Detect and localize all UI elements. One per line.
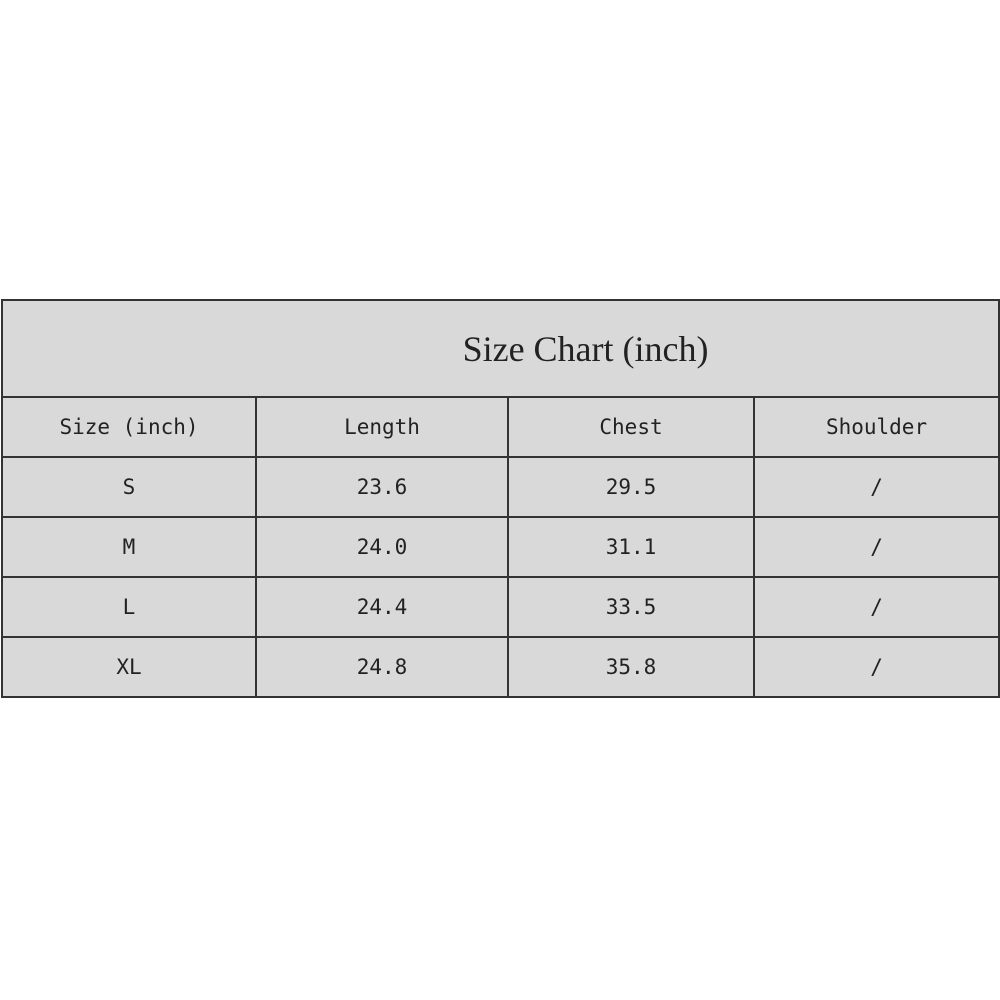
cell-chest: 29.5 [507, 456, 755, 518]
header-chest: Chest [507, 396, 755, 458]
cell-length: 24.0 [255, 516, 509, 578]
cell-shoulder: / [752, 636, 1000, 698]
cell-chest: 31.1 [507, 516, 755, 578]
cell-length: 24.8 [255, 636, 509, 698]
cell-size: XL [1, 636, 257, 698]
table-title: Size Chart (inch) [0, 299, 1000, 398]
cell-shoulder: / [752, 576, 1000, 638]
header-shoulder: Shoulder [752, 396, 1000, 458]
table-row: XL 24.8 35.8 / [1, 636, 1000, 698]
cell-length: 24.4 [255, 576, 509, 638]
table-row: L 24.4 33.5 / [1, 576, 1000, 638]
cell-shoulder: / [752, 516, 1000, 578]
cell-length: 23.6 [255, 456, 509, 518]
cell-chest: 35.8 [507, 636, 755, 698]
cell-shoulder: / [752, 456, 1000, 518]
table-row: M 24.0 31.1 / [1, 516, 1000, 578]
header-row: Size (inch) Length Chest Shoulder [1, 396, 1000, 458]
size-chart-table: Size Chart (inch) Size (inch) Length Che… [0, 299, 1000, 698]
cell-size: M [1, 516, 257, 578]
table-row: S 23.6 29.5 / [1, 456, 1000, 518]
header-length: Length [255, 396, 509, 458]
cell-size: S [1, 456, 257, 518]
cell-chest: 33.5 [507, 576, 755, 638]
cell-size: L [1, 576, 257, 638]
header-size: Size (inch) [1, 396, 257, 458]
